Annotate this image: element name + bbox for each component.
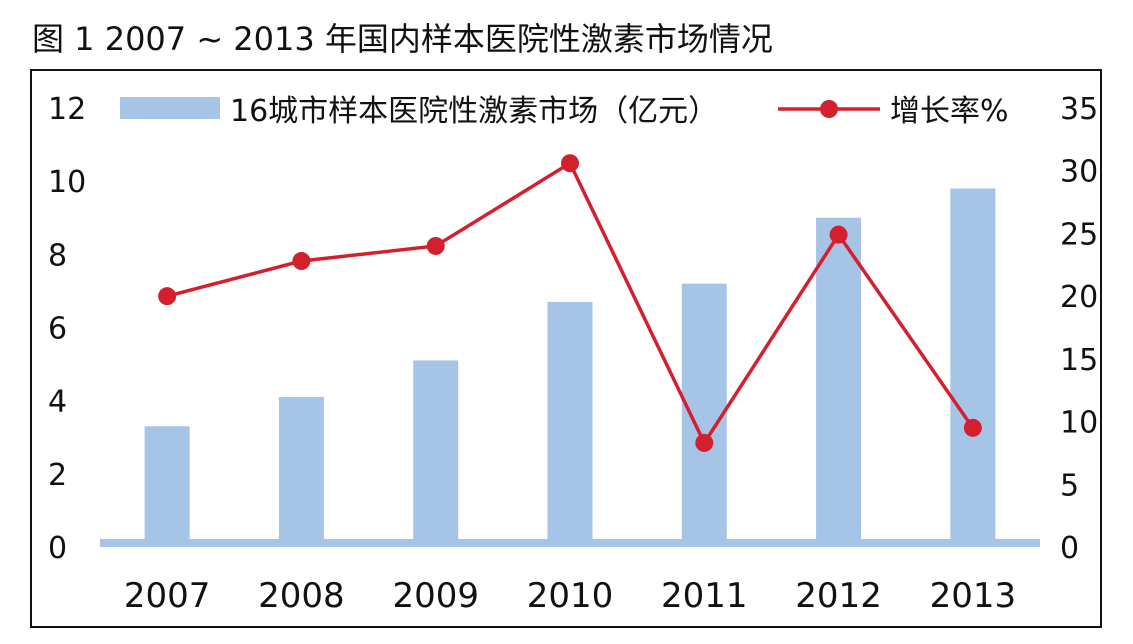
left-axis: 0 2 4 6 8 10 12 [48, 92, 86, 566]
left-tick-label: 8 [48, 238, 67, 273]
left-tick-label: 2 [48, 458, 67, 493]
legend-line-label: 增长率% [890, 94, 1009, 129]
right-tick-label: 30 [1060, 155, 1098, 190]
line-series [158, 154, 982, 452]
x-tick-label: 2013 [930, 576, 1017, 616]
bar-2007 [144, 426, 190, 547]
left-tick-label: 6 [48, 312, 67, 347]
bar-series [144, 188, 996, 547]
x-tick-label: 2012 [795, 576, 882, 616]
growth-point-2012 [829, 225, 848, 244]
right-tick-label: 25 [1060, 217, 1098, 252]
legend-bar-swatch [120, 97, 220, 119]
growth-point-2009 [426, 236, 445, 255]
growth-point-2007 [158, 287, 177, 306]
right-tick-label: 35 [1060, 92, 1098, 127]
left-tick-label: 10 [48, 165, 86, 200]
left-tick-label: 12 [48, 92, 86, 127]
growth-point-2008 [292, 252, 311, 271]
chart-frame [30, 69, 1102, 628]
bar-2010 [547, 301, 593, 547]
right-tick-label: 5 [1060, 468, 1079, 503]
bar-2008 [278, 397, 324, 547]
bar-2013 [950, 188, 996, 547]
x-tick-label: 2011 [661, 576, 748, 616]
x-axis: 2007 2008 2009 2010 2011 2012 2013 [124, 576, 1016, 616]
bar-2012 [816, 217, 862, 547]
x-tick-label: 2007 [124, 576, 211, 616]
legend-line-marker [820, 100, 838, 118]
right-tick-label: 20 [1060, 280, 1098, 315]
x-tick-label: 2010 [527, 576, 614, 616]
right-tick-label: 10 [1060, 406, 1098, 441]
legend-bar-label: 16城市样本医院性激素市场（亿元） [230, 94, 718, 129]
left-tick-label: 0 [48, 531, 67, 566]
right-tick-label: 15 [1060, 343, 1098, 378]
x-tick-label: 2009 [392, 576, 479, 616]
legend: 16城市样本医院性激素市场（亿元） 增长率% [120, 94, 1009, 129]
growth-point-2011 [695, 433, 714, 452]
right-axis: 0 5 10 15 20 25 30 35 [1060, 92, 1098, 566]
growth-point-2013 [963, 418, 982, 437]
growth-point-2010 [561, 154, 579, 173]
bar-2009 [413, 360, 459, 547]
x-tick-label: 2008 [258, 576, 345, 616]
right-tick-label: 0 [1060, 531, 1079, 566]
left-tick-label: 4 [48, 385, 67, 420]
figure-title: 图 1 2007 ~ 2013 年国内样本医院性激素市场情况 [32, 20, 773, 58]
